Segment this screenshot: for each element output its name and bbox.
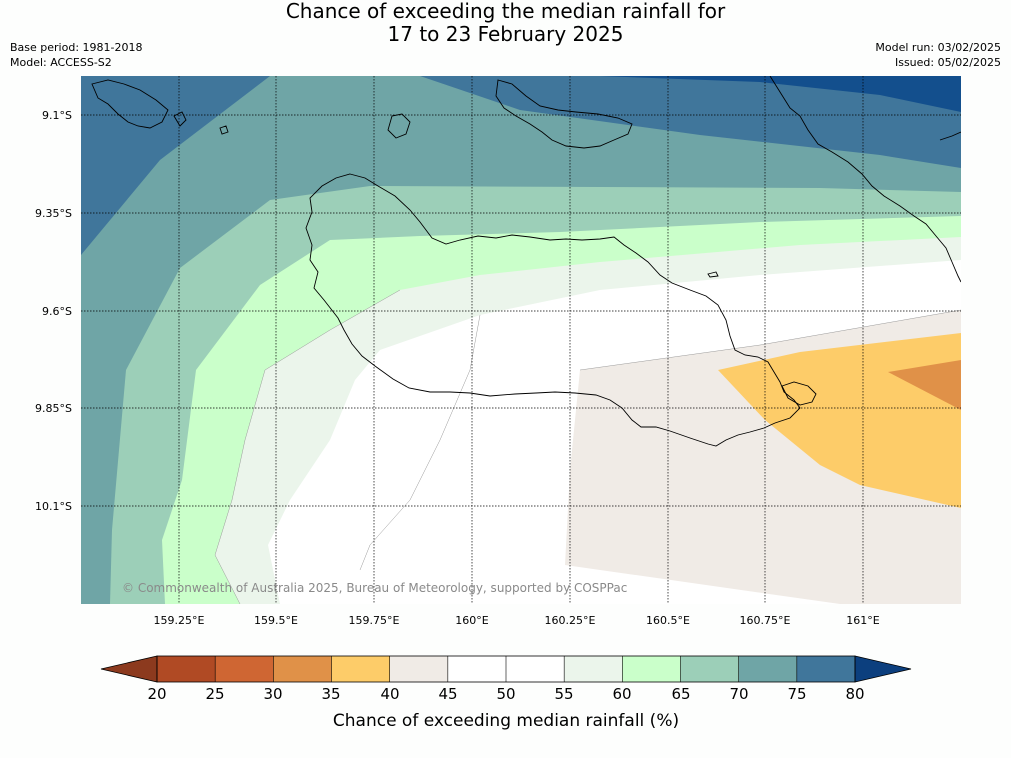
colorbar-swatches (157, 656, 856, 682)
band-over-80 (600, 76, 961, 112)
lat-tick-label: 9.85°S (35, 402, 72, 415)
model-label: Model: ACCESS-S2 (10, 56, 112, 69)
title-line-1: Chance of exceeding the median rainfall … (285, 0, 726, 23)
colorbar-tick-label: 75 (787, 685, 806, 703)
colorbar-swatch (680, 656, 739, 682)
lat-tick-label: 10.1°S (35, 500, 72, 513)
colorbar-swatch (622, 656, 681, 682)
longitude-tick-labels: 159.25°E 159.5°E 159.75°E 160°E 160.25°E… (154, 614, 880, 627)
colorbar-swatch (331, 656, 390, 682)
colorbar-swatch (273, 656, 332, 682)
colorbar-tick-label: 70 (729, 685, 748, 703)
colorbar-tick-label: 55 (554, 685, 573, 703)
meridians (178, 76, 864, 604)
lon-tick-label: 160.75°E (740, 614, 791, 627)
issued-label: Issued: 05/02/2025 (894, 56, 1001, 69)
colorbar-tick-label: 50 (496, 685, 515, 703)
colorbar-tick-label: 60 (612, 685, 631, 703)
colorbar-swatch (157, 656, 216, 682)
colorbar-tick-label: 35 (321, 685, 340, 703)
colorbar-tick-label: 40 (380, 685, 399, 703)
island-guadalcanal (305, 173, 801, 447)
colorbar-tick-labels: 20 25 30 35 40 45 50 55 60 65 70 75 80 (147, 685, 864, 703)
colorbar-title: Chance of exceeding median rainfall (%) (333, 711, 679, 731)
colorbar-swatch (389, 656, 449, 682)
lat-tick-label: 9.35°S (35, 207, 72, 220)
parallels (81, 114, 961, 507)
colorbar-under-arrow (100, 655, 158, 683)
latitude-tick-labels: 9.1°S 9.35°S 9.6°S 9.85°S 10.1°S (35, 109, 72, 513)
band-75-80-north (420, 76, 961, 168)
colorbar-swatch (215, 656, 274, 682)
island-marau (781, 381, 817, 406)
island-florida-west (91, 79, 169, 129)
island-florida-small (219, 125, 229, 135)
colorbar-swatch (447, 656, 507, 682)
title-line-2: 17 to 23 February 2025 (387, 22, 624, 46)
lon-tick-label: 160.5°E (646, 614, 690, 627)
meta-right: Model run: 03/02/2025 Issued: 05/02/2025 (875, 40, 1001, 70)
colorbar-swatch (796, 656, 856, 682)
lon-tick-label: 160°E (455, 614, 488, 627)
band-30-35 (888, 360, 961, 410)
colorbar-swatch (506, 656, 565, 682)
chart-title: Chance of exceeding the median rainfall … (0, 0, 1011, 46)
island-nggela (495, 79, 633, 149)
base-period-label: Base period: 1981-2018 (10, 41, 143, 54)
lon-tick-label: 159.75°E (349, 614, 400, 627)
probability-field (81, 76, 961, 604)
island-malaita (769, 76, 961, 283)
colorbar-swatch (738, 656, 798, 682)
lat-tick-label: 9.1°S (42, 109, 72, 122)
colorbar-swatch (564, 656, 623, 682)
lon-tick-label: 161°E (846, 614, 879, 627)
coastline (91, 76, 961, 447)
band-75-80-west (81, 76, 270, 255)
contour-lines (214, 289, 961, 604)
colorbar-over-arrow (854, 655, 912, 683)
model-run-label: Model run: 03/02/2025 (875, 41, 1001, 54)
lon-tick-label: 159.5°E (254, 614, 298, 627)
island-small-east (707, 271, 719, 278)
lat-tick-label: 9.6°S (42, 305, 72, 318)
colorbar-tick-label: 80 (845, 685, 864, 703)
colorbar-frame (156, 655, 856, 683)
graticule (81, 76, 961, 604)
colorbar-tick-label: 25 (205, 685, 224, 703)
colorbar-tick-label: 45 (438, 685, 457, 703)
lon-tick-label: 159.25°E (154, 614, 205, 627)
island-malaita-north (939, 131, 961, 141)
copyright-credit: © Commonwealth of Australia 2025, Bureau… (122, 581, 627, 595)
colorbar-tick-label: 20 (147, 685, 166, 703)
lon-tick-label: 160.25°E (545, 614, 596, 627)
colorbar: 20 25 30 35 40 45 50 55 60 65 70 75 80 C… (100, 655, 912, 731)
colorbar-tick-label: 30 (263, 685, 282, 703)
colorbar-tick-label: 65 (671, 685, 690, 703)
meta-left: Base period: 1981-2018 Model: ACCESS-S2 (10, 40, 142, 70)
island-savo (387, 113, 411, 139)
